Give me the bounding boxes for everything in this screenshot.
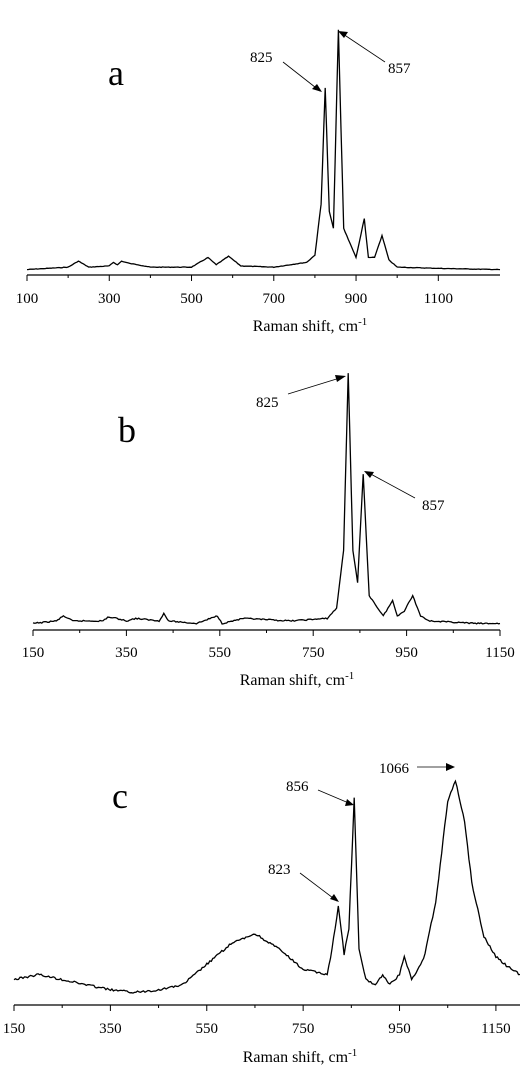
x-tick-label: 550: [209, 645, 232, 661]
panel-c-arrow-823: [299, 872, 338, 902]
panel-b: b 150 350 550 750 950 1150 Raman shift, cm-1 …: [22, 373, 515, 689]
x-tick-label: 1150: [481, 1021, 510, 1037]
panel-a-arrow-825: [282, 61, 321, 92]
x-tick-label: 900: [345, 291, 368, 307]
panel-c: c 150 350 550 750 950 1150 Raman shift, cm-1 …: [3, 761, 521, 1066]
panel-c-arrowhead-823: [330, 894, 339, 902]
panel-a-letter: a: [108, 53, 124, 93]
x-tick-label: 350: [99, 1021, 122, 1037]
x-tick-label: 150: [22, 645, 45, 661]
panel-c-arrowhead-1066: [446, 763, 455, 771]
panel-a-arrowhead-857: [338, 31, 348, 38]
panel-b-arrow-857: [366, 471, 416, 499]
panel-b-arrow-825: [287, 376, 344, 395]
x-tick-label: 150: [3, 1021, 26, 1037]
x-tick-label: 100: [16, 291, 39, 307]
panel-b-arrowhead-857: [364, 471, 374, 478]
x-tick-label: 1150: [485, 645, 514, 661]
panel-c-peak-label-856: 856: [286, 779, 309, 795]
x-tick-label: 550: [196, 1021, 219, 1037]
panel-c-x-axis-title: Raman shift, cm-1: [243, 1047, 357, 1066]
x-tick-label: 950: [395, 645, 418, 661]
panel-b-letter: b: [118, 410, 136, 450]
x-tick-label: 950: [388, 1021, 411, 1037]
x-tick-label: 750: [302, 645, 325, 661]
panel-c-letter: c: [112, 776, 128, 816]
panel-c-peak-label-823: 823: [268, 862, 291, 878]
panel-a-peak-label-825: 825: [250, 50, 273, 66]
x-tick-label: 350: [115, 645, 138, 661]
panel-b-x-axis-title: Raman shift, cm-1: [240, 670, 354, 689]
x-tick-label: 500: [180, 291, 203, 307]
panel-b-x-ticks: 150 350 550 750 950 1150: [22, 630, 515, 661]
panel-c-peak-label-1066: 1066: [379, 761, 410, 777]
panel-a-x-axis-title: Raman shift, cm-1: [253, 316, 367, 335]
panel-c-arrow-856: [317, 789, 352, 805]
panel-b-peak-label-825: 825: [256, 395, 279, 411]
panel-a-peak-label-857: 857: [388, 61, 411, 77]
panel-a: a 100 300 500 700 900 1100 Raman shift, cm-1 …: [16, 29, 501, 335]
panel-c-arrowhead-856: [345, 799, 354, 806]
panel-a-x-ticks: 100 300 500 700 900 1100: [16, 275, 453, 307]
panel-b-spectrum-line: [32, 373, 501, 625]
panel-b-peak-label-857: 857: [422, 498, 445, 514]
panel-a-arrow-857: [339, 31, 386, 63]
panel-a-arrowhead-825: [312, 84, 322, 92]
panel-c-spectrum-line: [13, 779, 521, 994]
x-tick-label: 750: [292, 1021, 315, 1037]
panel-c-x-ticks: 150 350 550 750 950 1150: [3, 1005, 511, 1037]
x-tick-label: 300: [98, 291, 121, 307]
x-tick-label: 1100: [424, 291, 453, 307]
panel-a-spectrum-line: [26, 29, 501, 271]
panel-b-arrowhead-825: [335, 375, 346, 382]
x-tick-label: 700: [263, 291, 286, 307]
